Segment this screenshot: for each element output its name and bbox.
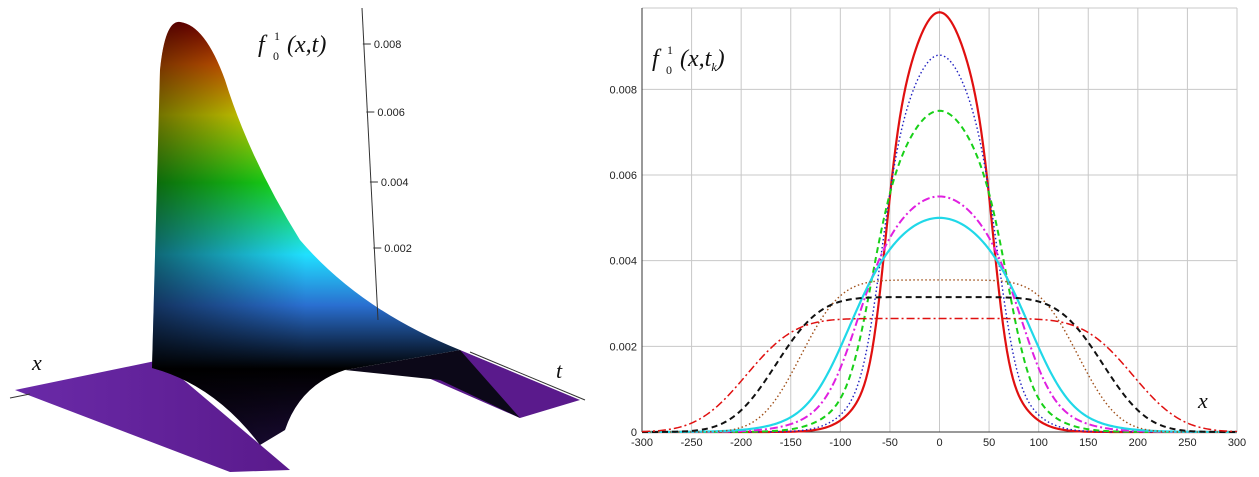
grid <box>641 7 1238 433</box>
z-tick-label: 0.008 <box>374 39 402 51</box>
z-tick-label: 0.004 <box>381 177 409 189</box>
x-tick-label: 50 <box>983 437 995 449</box>
z-tick-label: 0.002 <box>384 243 412 255</box>
tick-labels: -300 -250 -200 -150 -100 -50 0 50 100 150 200 250 30… <box>609 84 1246 449</box>
chart-ylabel-sub: 0 <box>666 63 672 77</box>
line-chart: -300 -250 -200 -150 -100 -50 0 50 100 150 200 250 30… <box>609 7 1246 449</box>
series-line-6 <box>642 279 1237 433</box>
x-tick-label: -100 <box>829 437 851 449</box>
chart-ylabel-base: f <box>652 46 662 72</box>
surface-floor-left <box>15 360 290 472</box>
surface-function-args: (x,t) <box>287 32 326 58</box>
x-tick-label: -200 <box>730 437 752 449</box>
chart-xlabel: x <box>1197 388 1208 413</box>
chart-ylabel-sup: 1 <box>667 43 673 57</box>
x-tick-label: 0 <box>936 437 942 449</box>
z-tick-label: 0.006 <box>377 107 405 119</box>
x-tick-label: -50 <box>882 437 898 449</box>
series-line-4 <box>642 195 1237 433</box>
series-line-5 <box>641 216 1238 434</box>
x-tick-label: 250 <box>1178 437 1196 449</box>
y-tick-label: 0.008 <box>609 84 637 96</box>
x-axis-line <box>9 393 31 399</box>
x-tick-label: -150 <box>780 437 802 449</box>
surface-function-label: f <box>258 32 268 58</box>
surface-function-sub: 0 <box>273 49 279 63</box>
x-tick-label: -300 <box>631 437 653 449</box>
x-tick-label: 150 <box>1079 437 1097 449</box>
y-tick-label: 0.006 <box>609 170 637 182</box>
surface-plot: 0.002 0.004 0.006 0.008 x t f 1 0 (x,t) <box>9 7 586 472</box>
y-tick-label: 0 <box>631 427 637 439</box>
surface-function-sup: 1 <box>274 29 280 43</box>
series-line-8 <box>641 317 1238 433</box>
x-tick-label: 200 <box>1129 437 1147 449</box>
z-axis-ticks: 0.002 0.004 0.006 0.008 <box>362 39 412 255</box>
surface-shading <box>152 21 460 446</box>
x-tick-label: 100 <box>1029 437 1047 449</box>
x-tick-label: 300 <box>1228 437 1246 449</box>
y-tick-label: 0.002 <box>609 341 637 353</box>
t-axis-label: t <box>556 358 563 383</box>
x-tick-label: -250 <box>681 437 703 449</box>
surface-dark-edge <box>345 350 520 418</box>
y-tick-label: 0.004 <box>609 256 637 268</box>
x-axis-label: x <box>31 350 42 375</box>
series-group <box>641 11 1238 434</box>
chart-ylabel-args: (x,tk) <box>680 46 725 74</box>
t-axis-line <box>469 351 586 401</box>
z-axis-line <box>361 7 379 321</box>
series-line-7 <box>642 296 1237 433</box>
